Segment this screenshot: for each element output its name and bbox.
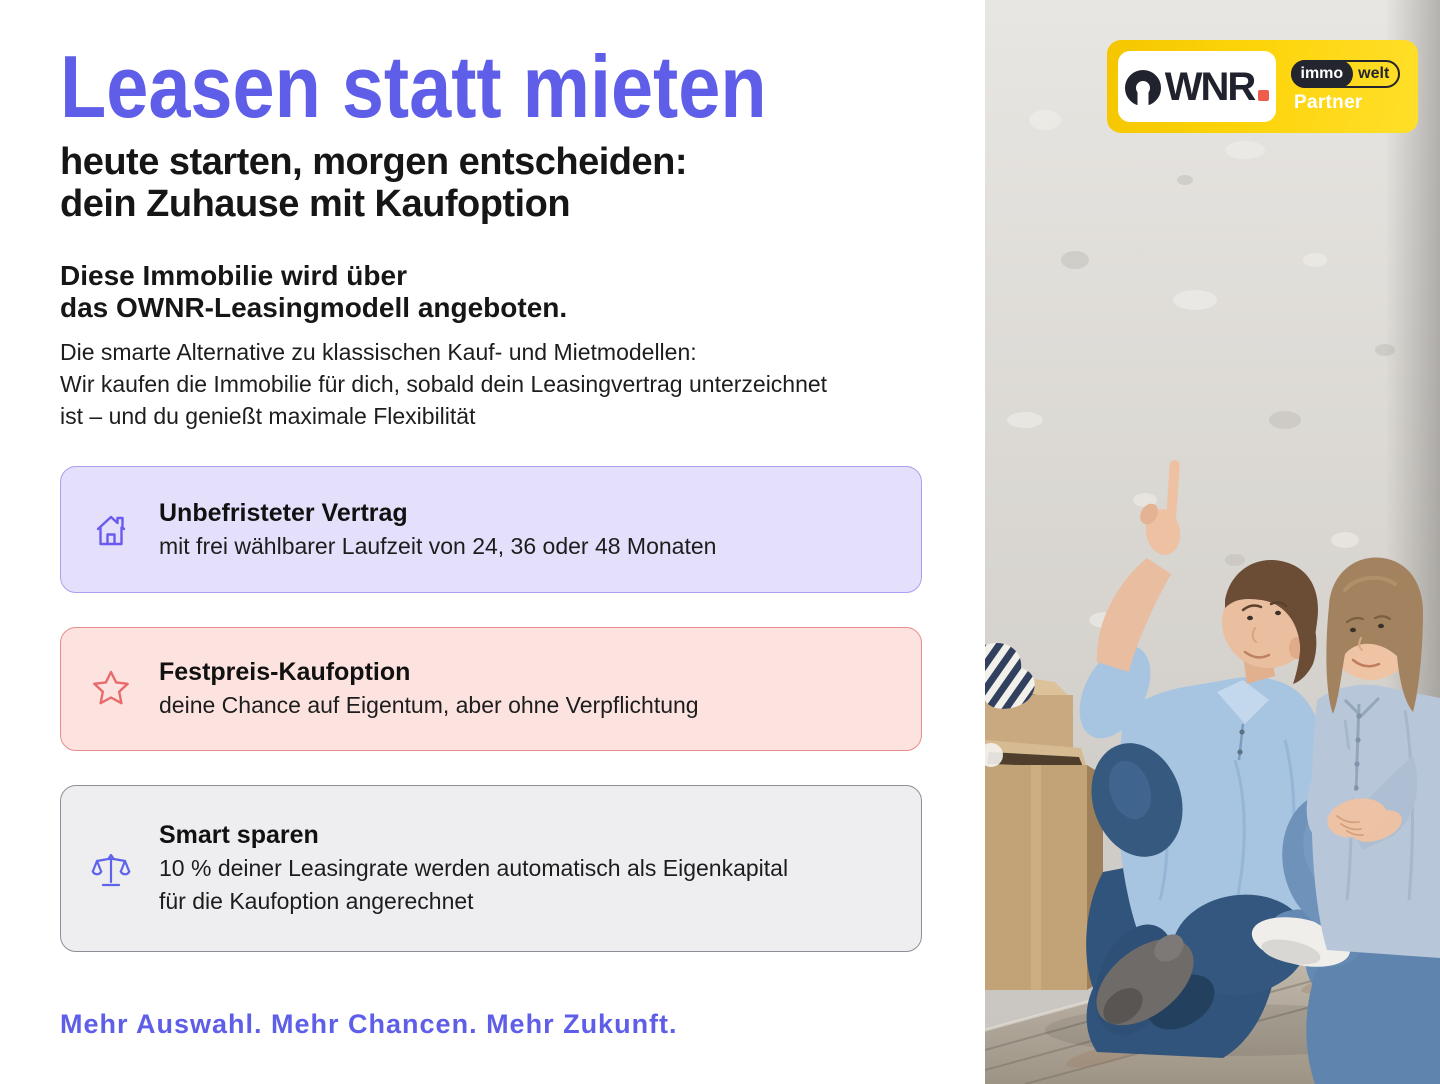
photo-illustration [985,0,1440,1084]
clasped-hands [1327,798,1387,838]
subheadline: heute starten, morgen entscheiden: dein … [60,141,985,225]
gray-sock-foot [1096,934,1194,1026]
moving-boxes [985,642,1103,990]
feature-card-unbefristeter-vertrag: Unbefristeter Vertrag mit frei wählbarer… [60,466,922,593]
ownr-immowelt-badge: WNR immo welt Partner [1107,40,1418,133]
card-title: Festpreis-Kaufoption [159,658,411,686]
partner-label: Partner [1294,91,1363,113]
card-text: Smart sparen 10 % deiner Leasingrate wer… [159,819,799,918]
card-text: Unbefristeter Vertrag mit frei wählbarer… [159,497,716,563]
ownr-letters: WNR [1164,64,1257,109]
intro-body-line-1: Die smarte Alternative zu klassischen Ka… [60,339,697,365]
pointing-arm [1079,460,1181,739]
intro-body-line-3: ist – und du genießt maximale Flexibilit… [60,403,476,429]
card-title: Smart sparen [159,821,319,849]
immowelt-immo-segment: immo [1290,59,1354,88]
immowelt-welt-segment: welt [1358,64,1390,82]
intro-bold-line-2: das OWNR-Leasingmodell angeboten. [60,292,568,323]
subheadline-line-1: heute starten, morgen entscheiden: [60,141,688,183]
subheadline-line-2: dein Zuhause mit Kaufoption [60,183,571,225]
immowelt-logo: immo welt [1290,59,1401,88]
striped-cloth [985,642,1035,709]
couple-moving-photo [985,0,1440,1084]
tagline: Mehr Auswahl. Mehr Chancen. Mehr Zukunft… [60,1009,678,1039]
ownr-logo: WNR [1118,51,1276,122]
intro-bold-line-1: Diese Immobilie wird über [60,260,407,291]
card-title: Unbefristeter Vertrag [159,498,408,527]
scales-icon [89,847,133,891]
ownr-logo-dot [1258,90,1270,101]
intro-body-text: Die smarte Alternative zu klassischen Ka… [60,336,985,432]
ownr-o-glyph [1124,69,1161,106]
star-icon [89,667,133,711]
house-icon [89,508,133,552]
content-column: Leasen statt mieten heute starten, morge… [60,37,985,1039]
card-description: 10 % deiner Leasingrate werden automatis… [159,855,789,914]
intro-bold-text: Diese Immobilie wird über das OWNR-Leasi… [60,260,985,324]
card-text: Festpreis-Kaufoption deine Chance auf Ei… [159,656,699,722]
immowelt-partner-block: immo welt Partner [1290,59,1401,114]
page-title: Leasen statt mieten [60,37,767,136]
feature-card-smart-sparen: Smart sparen 10 % deiner Leasingrate wer… [60,785,922,952]
woman-figure [1251,557,1440,1084]
card-description: mit frei wählbarer Laufzeit von 24, 36 o… [159,532,717,559]
card-description: deine Chance auf Eigentum, aber ohne Ver… [159,692,699,718]
feature-card-festpreis-kaufoption: Festpreis-Kaufoption deine Chance auf Ei… [60,627,922,751]
intro-body-line-2: Wir kaufen die Immobilie für dich, sobal… [60,371,828,397]
